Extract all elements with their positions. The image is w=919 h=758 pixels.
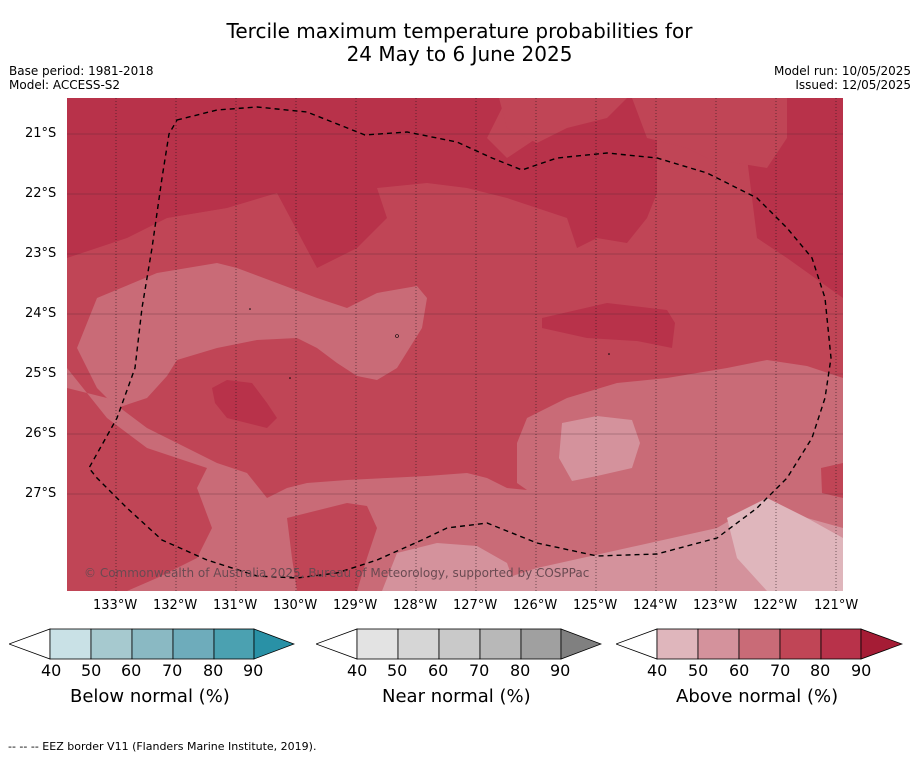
lat-label: 26°S: [25, 426, 57, 441]
lon-label: 128°W: [393, 598, 438, 613]
map-title-line2: 24 May to 6 June 2025: [346, 42, 573, 66]
lon-label: 130°W: [273, 598, 318, 613]
fill-80-mid-left: [212, 380, 277, 428]
colorbar-segment: [438, 628, 481, 660]
colorbar-above-normal: [616, 628, 903, 660]
colorbar-segment: [520, 628, 562, 660]
colorbar-tick: 50: [81, 661, 102, 680]
lat-label: 27°S: [25, 486, 57, 501]
probability-map: [67, 98, 843, 591]
island-marker: [395, 334, 399, 338]
colorbar-segment: [131, 628, 174, 660]
fill-60-mid: [77, 263, 427, 408]
graticule: [67, 133, 843, 495]
colorbar-tick: 50: [688, 661, 709, 680]
colorbar-segment: [397, 628, 440, 660]
lon-label: 122°W: [753, 598, 798, 613]
colorbar-segment: [820, 628, 862, 660]
colorbar-tick: 90: [851, 661, 872, 680]
lon-label: 127°W: [453, 598, 498, 613]
colorbar-under-arrow: [316, 628, 358, 660]
lon-label: 121°W: [814, 598, 859, 613]
colorbar-tick: 60: [729, 661, 750, 680]
fill-70-top-patch: [499, 98, 787, 168]
lon-label: 133°W: [93, 598, 138, 613]
map-canvas: [67, 98, 843, 591]
colorbar-over-arrow: [560, 628, 602, 660]
eez-legend-note: -- -- -- EEZ border V11 (Flanders Marine…: [8, 740, 317, 753]
lon-label: 129°W: [333, 598, 378, 613]
fill-80-top: [67, 98, 843, 298]
colorbar-over-arrow: [253, 628, 295, 660]
copyright-notice: © Commonwealth of Australia 2025, Bureau…: [84, 566, 590, 580]
colorbar-segment: [172, 628, 215, 660]
colorbar-tick: 70: [162, 661, 183, 680]
eez-border: [88, 106, 832, 579]
model-run: Model run: 10/05/2025: [773, 64, 911, 78]
issued-date: Issued: 12/05/2025: [795, 78, 911, 92]
colorbar-tick: 80: [510, 661, 531, 680]
colorbar-segment: [356, 628, 399, 660]
colorbar-label-above: Above normal (%): [676, 686, 839, 707]
graticule-meridians: [115, 98, 837, 591]
colorbar-tick: 70: [770, 661, 791, 680]
colorbar-segment: [49, 628, 92, 660]
colorbar-over-arrow: [860, 628, 903, 660]
colorbar-segment: [90, 628, 133, 660]
lat-label: 25°S: [25, 366, 57, 381]
lon-label: 126°W: [513, 598, 558, 613]
fill-40-bottom-right: [727, 498, 843, 591]
colorbar-tick: 90: [550, 661, 571, 680]
colorbar-label-near: Near normal (%): [382, 686, 531, 707]
fill-50-center: [559, 416, 640, 481]
colorbar-tick: 60: [121, 661, 142, 680]
colorbar-tick: 40: [647, 661, 668, 680]
lon-label: 131°W: [213, 598, 258, 613]
colorbar-tick: 80: [203, 661, 224, 680]
lat-label: 21°S: [25, 126, 57, 141]
colorbar-under-arrow: [9, 628, 51, 660]
fill-60-lower: [67, 360, 843, 591]
colorbar-tick: 60: [428, 661, 449, 680]
colorbar-under-arrow: [616, 628, 658, 660]
lon-label: 123°W: [693, 598, 738, 613]
colorbar-tick: 40: [347, 661, 368, 680]
lon-label: 125°W: [573, 598, 618, 613]
colorbar-segment: [213, 628, 255, 660]
colorbar-segment: [479, 628, 522, 660]
fill-70-lower-right: [821, 463, 843, 498]
lon-label: 124°W: [633, 598, 678, 613]
colorbar-segment: [738, 628, 781, 660]
colorbar-tick: 70: [469, 661, 490, 680]
colorbar-segment: [779, 628, 822, 660]
lat-label: 22°S: [25, 186, 57, 201]
colorbar-segment: [656, 628, 699, 660]
model-name: Model: ACCESS-S2: [9, 78, 121, 92]
colorbar-tick: 50: [387, 661, 408, 680]
colorbar-tick: 90: [243, 661, 264, 680]
map-title-line1: Tercile maximum temperature probabilitie…: [226, 19, 693, 43]
colorbar-tick: 80: [810, 661, 831, 680]
lat-label: 23°S: [25, 246, 57, 261]
colorbar-segment: [697, 628, 740, 660]
island-marker: [249, 308, 251, 310]
colorbar-tick: 40: [41, 661, 62, 680]
island-marker: [289, 377, 291, 379]
colorbar-near-normal: [316, 628, 602, 660]
lon-label: 132°W: [153, 598, 198, 613]
base-period: Base period: 1981-2018: [9, 64, 154, 78]
island-marker: [608, 353, 610, 355]
colorbar-below-normal: [9, 628, 295, 660]
colorbar-label-below: Below normal (%): [70, 686, 230, 707]
fill-70-lower-left: [287, 503, 377, 591]
lat-label: 24°S: [25, 306, 57, 321]
